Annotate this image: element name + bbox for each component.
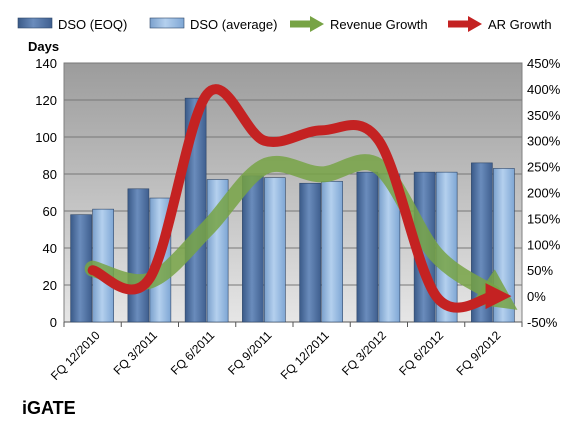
y-tick-label: 0 bbox=[50, 315, 57, 330]
y-tick-label: 40 bbox=[43, 241, 57, 256]
bar bbox=[127, 188, 150, 323]
legend-swatch bbox=[149, 17, 185, 29]
bar bbox=[356, 171, 379, 323]
y2-tick-label: 150% bbox=[527, 211, 561, 226]
x-tick-label: FQ 6/2011 bbox=[168, 328, 218, 378]
series-line bbox=[84, 154, 518, 310]
y-tick-label: 80 bbox=[43, 167, 57, 182]
legend-swatch bbox=[17, 17, 53, 29]
bar bbox=[242, 175, 264, 323]
legend-swatch bbox=[468, 16, 482, 32]
y-axis-title: Days bbox=[28, 39, 59, 54]
y2-tick-label: 450% bbox=[527, 56, 561, 71]
y-tick-label: 60 bbox=[43, 204, 57, 219]
bar bbox=[321, 181, 343, 323]
x-tick-label: FQ 3/2011 bbox=[111, 328, 161, 378]
y2-tick-label: 50% bbox=[527, 263, 553, 278]
y-tick-label: 100 bbox=[35, 130, 57, 145]
x-tick-label: FQ 12/2011 bbox=[278, 328, 332, 382]
legend-swatch bbox=[310, 16, 324, 32]
bar bbox=[299, 182, 321, 323]
y-tick-label: 120 bbox=[35, 93, 57, 108]
x-tick-label: FQ 6/2012 bbox=[396, 328, 446, 378]
x-tick-label: FQ 9/2011 bbox=[225, 328, 275, 378]
y2-tick-label: 350% bbox=[527, 108, 561, 123]
y2-tick-label: -50% bbox=[527, 315, 558, 330]
legend-label: Revenue Growth bbox=[330, 17, 428, 32]
y-tick-label: 140 bbox=[35, 56, 57, 71]
legend-label: DSO (average) bbox=[190, 17, 277, 32]
y2-tick-label: 100% bbox=[527, 237, 561, 252]
y2-tick-label: 300% bbox=[527, 134, 561, 149]
y-tick-label: 20 bbox=[43, 278, 57, 293]
y2-tick-label: 400% bbox=[527, 82, 561, 97]
legend-label: AR Growth bbox=[488, 17, 552, 32]
y2-tick-label: 250% bbox=[527, 160, 561, 175]
x-tick-label: FQ 12/2010 bbox=[48, 328, 103, 383]
series-line bbox=[87, 84, 512, 313]
company-name: iGATE bbox=[22, 398, 76, 418]
x-tick-label: FQ 9/2012 bbox=[454, 328, 504, 378]
x-tick-label: FQ 3/2012 bbox=[339, 328, 389, 378]
bar bbox=[264, 177, 286, 323]
y2-tick-label: 0% bbox=[527, 289, 546, 304]
y2-tick-label: 200% bbox=[527, 186, 561, 201]
legend-label: DSO (EOQ) bbox=[58, 17, 127, 32]
